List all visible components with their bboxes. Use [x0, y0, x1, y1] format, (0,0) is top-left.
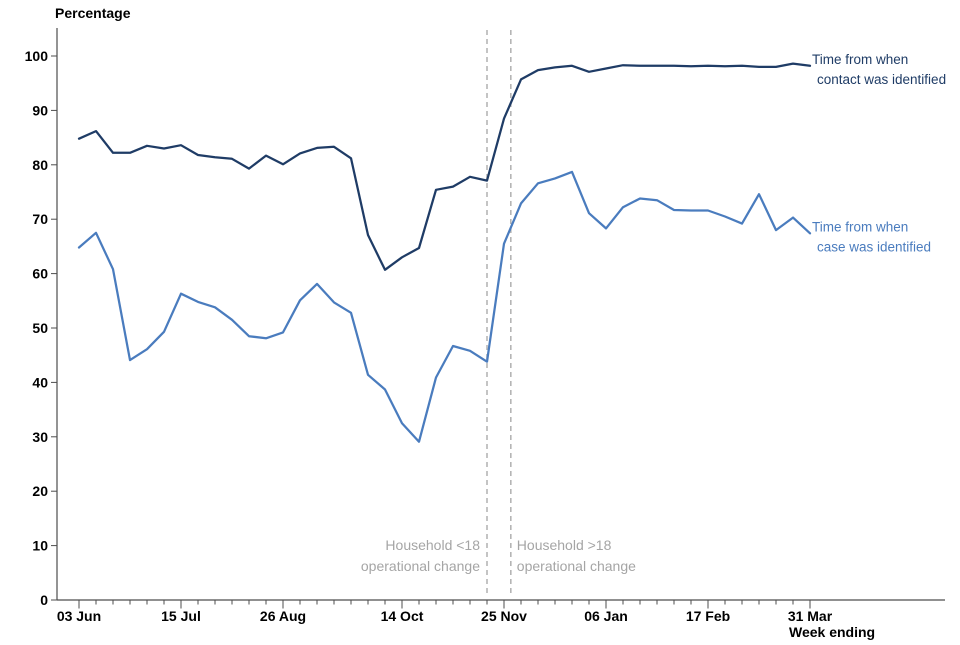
legend-contact-series-line2: contact was identified	[817, 72, 946, 87]
x-tick-label: 25 Nov	[481, 608, 527, 624]
y-tick-label: 70	[32, 211, 48, 227]
y-tick-label: 0	[40, 592, 48, 608]
series-case-line	[77, 170, 812, 443]
series-contact-line	[77, 62, 812, 271]
x-tick-label: 03 Jun	[57, 608, 101, 624]
y-tick-label: 30	[32, 429, 48, 445]
x-tick-label: 17 Feb	[686, 608, 730, 624]
x-tick-label: 06 Jan	[584, 608, 628, 624]
y-tick-label: 10	[32, 538, 48, 554]
y-tick-label: 50	[32, 320, 48, 336]
event-annotation-household-under18-line2: operational change	[361, 558, 480, 574]
legend-case-series-line1: Time from when	[812, 219, 908, 234]
event-annotation-household-over18-line1: Household >18	[517, 537, 612, 553]
x-tick-label: 26 Aug	[260, 608, 306, 624]
y-tick-label: 90	[32, 102, 48, 118]
x-axis-title: Week ending	[789, 624, 875, 640]
x-tick-label: 31 Mar	[788, 608, 833, 624]
y-tick-label: 80	[32, 157, 48, 173]
y-tick-label: 60	[32, 266, 48, 282]
x-tick-label: 15 Jul	[161, 608, 201, 624]
event-annotation-household-under18-line1: Household <18	[385, 537, 480, 553]
legend-contact-series-line1: Time from when	[812, 52, 908, 67]
y-tick-label: 20	[32, 483, 48, 499]
y-axis-title: Percentage	[55, 5, 131, 21]
x-tick-label: 14 Oct	[381, 608, 424, 624]
y-tick-label: 40	[32, 374, 48, 390]
axes: 0 10 20 30 40 50 60 70 80 90 100 03 Jun 15 Jul 26 Aug…	[25, 28, 945, 624]
data-series-lines	[77, 62, 812, 443]
legend-case-series-line2: case was identified	[817, 239, 931, 254]
event-reference-lines	[486, 30, 512, 597]
y-tick-label: 100	[25, 48, 49, 64]
event-annotation-household-over18-line2: operational change	[517, 558, 636, 574]
